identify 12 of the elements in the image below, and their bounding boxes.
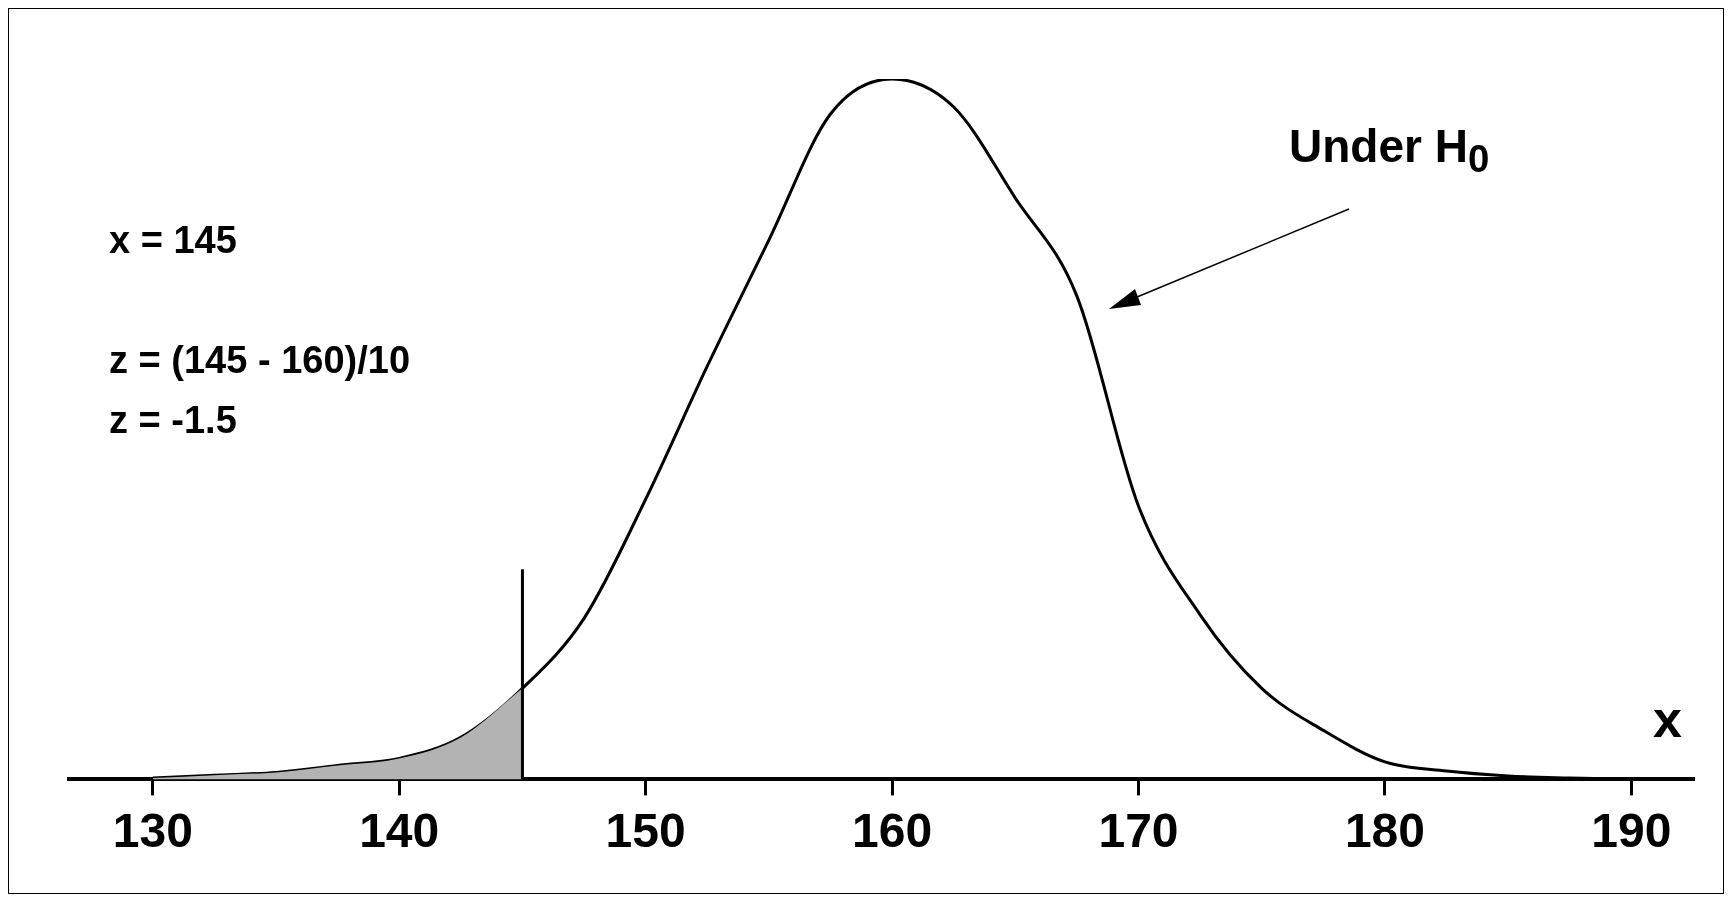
x-tick-label: 130 bbox=[112, 804, 193, 858]
x-tick-label: 170 bbox=[1098, 804, 1179, 858]
x-tick-label: 150 bbox=[605, 804, 686, 858]
annotation: z = (145 - 160)/10 bbox=[109, 339, 411, 382]
annotation: Under H$_{0}$ bbox=[1289, 119, 1490, 182]
x-tick-label: 190 bbox=[1591, 804, 1672, 858]
annotation: x = 145 bbox=[109, 219, 237, 262]
x-axis-title: x bbox=[1653, 689, 1682, 750]
x-tick-label: 160 bbox=[852, 804, 933, 858]
annotation: z = -1.5 bbox=[109, 399, 237, 442]
x-tick-label: 140 bbox=[359, 804, 440, 858]
x-tick-label: 180 bbox=[1344, 804, 1425, 858]
